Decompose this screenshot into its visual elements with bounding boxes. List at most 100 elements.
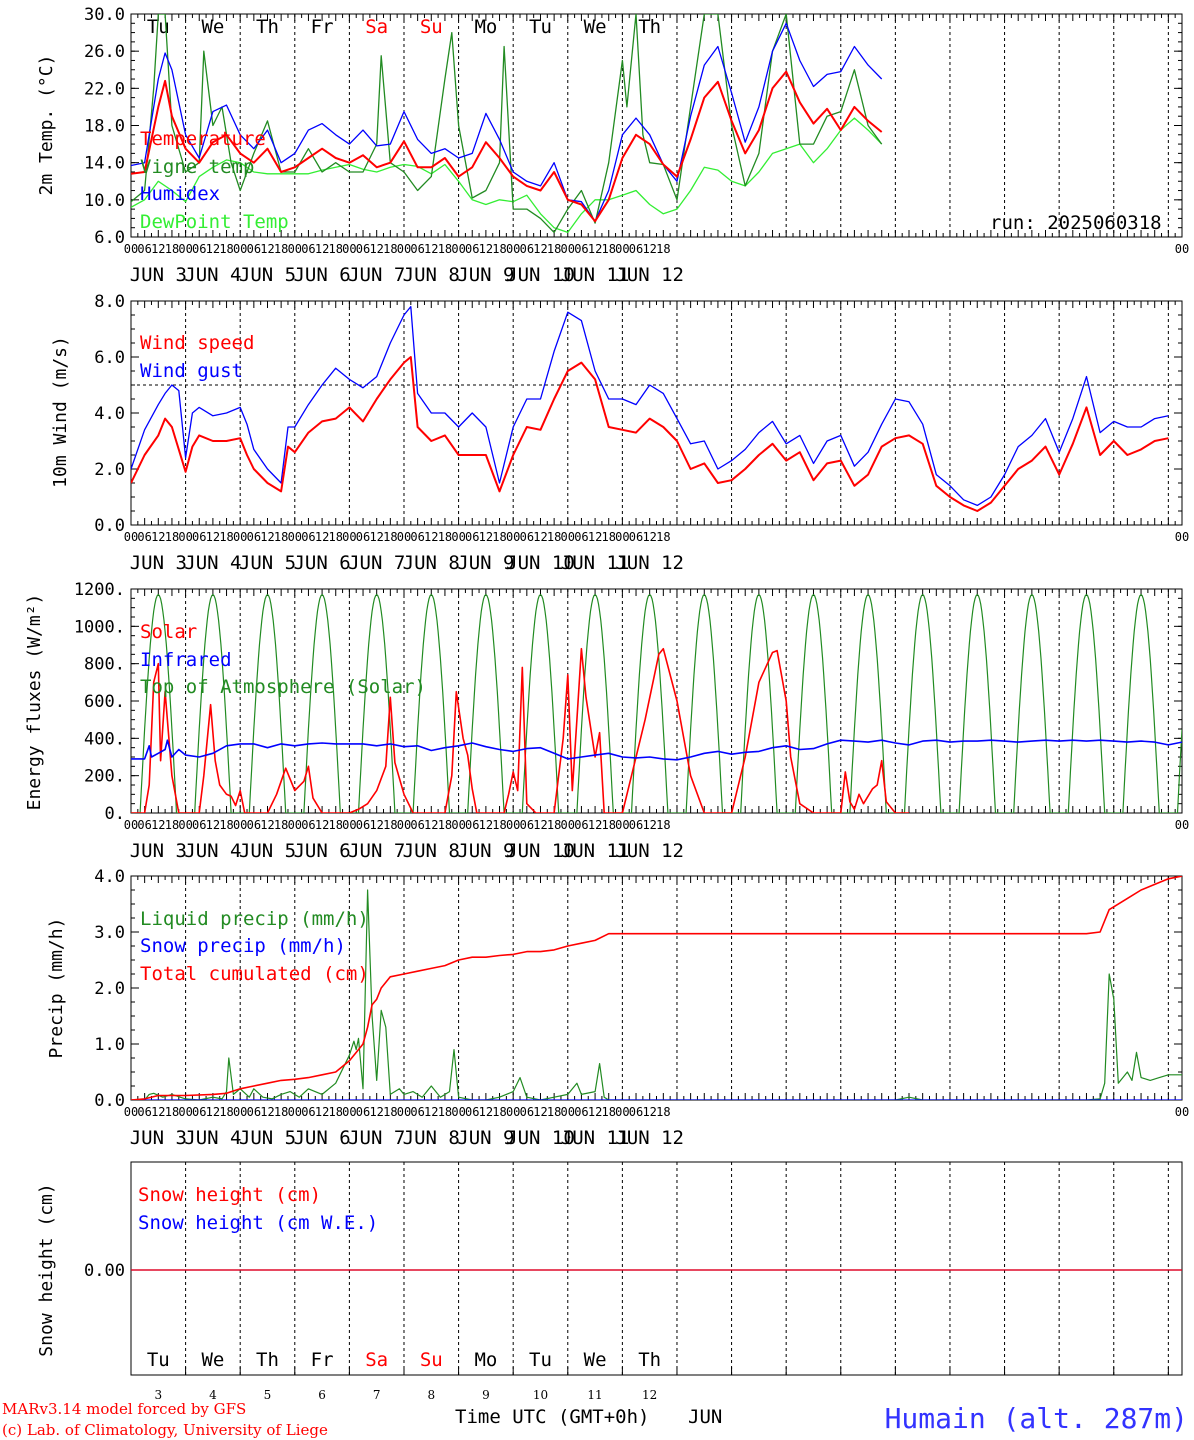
hour-label: 12 <box>369 530 383 544</box>
date-label: JUN 7 <box>348 552 405 574</box>
date-label: JUN 6 <box>293 1127 350 1149</box>
hour-label: 18 <box>602 1105 616 1119</box>
hour-label: 12 <box>260 530 274 544</box>
hour-label: 18 <box>165 530 179 544</box>
date-label: JUN 9 <box>457 552 514 574</box>
hour-label: 18 <box>547 1105 561 1119</box>
hour-label: 06 <box>356 242 370 256</box>
hour-label: 18 <box>329 530 343 544</box>
hour-label: 00 <box>397 818 411 832</box>
hour-label: 06 <box>629 818 643 832</box>
wind-panel: 0.02.04.06.08.000 06 12 18 00 06 12 18 00 06 12 18 0… <box>94 292 1189 574</box>
y-tick-label: 4.0 <box>94 404 125 424</box>
date-label: JUN 7 <box>348 840 405 862</box>
y-tick-label: 2.0 <box>94 460 125 480</box>
hour-label: 00 <box>1175 242 1189 256</box>
hour-label: 06 <box>137 530 151 544</box>
hour-label: 00 <box>397 530 411 544</box>
legend-snow-height: Snow height (cm) <box>138 1184 321 1206</box>
date-label: JUN 8 <box>403 1127 460 1149</box>
hour-label: 00 <box>178 1105 192 1119</box>
hour-label: 06 <box>137 818 151 832</box>
hour-label: 06 <box>192 530 206 544</box>
series-liquid-precip <box>131 889 1182 1100</box>
hour-label: 00 <box>124 530 138 544</box>
legend-snow-height-we: Snow height (cm W.E.) <box>138 1212 378 1234</box>
hour-label: 06 <box>574 1105 588 1119</box>
hour-label: 00 <box>233 530 247 544</box>
date-label: JUN 4 <box>184 552 241 574</box>
hour-label: 00 <box>288 530 302 544</box>
date-label: JUN 5 <box>239 840 296 862</box>
hour-label: 06 <box>247 530 261 544</box>
date-label: JUN 9 <box>457 840 514 862</box>
hour-label: 06 <box>247 242 261 256</box>
day-name-label: Th <box>256 1349 279 1371</box>
hour-label: 18 <box>329 818 343 832</box>
series-wind-gust <box>131 305 1169 507</box>
date-label: JUN 12 <box>615 552 684 574</box>
hour-label: 06 <box>465 818 479 832</box>
hour-label: 18 <box>274 1105 288 1119</box>
legend-liquid-precip: Liquid precip (mm/h) <box>140 908 369 930</box>
hour-label: 18 <box>329 242 343 256</box>
hour-label: 12 <box>206 242 220 256</box>
date-label: JUN 11 <box>561 264 630 286</box>
y-tick-label: 600. <box>84 692 125 712</box>
y-tick-label: 1.0 <box>94 1035 125 1055</box>
hour-label: 18 <box>602 818 616 832</box>
hour-label: 12 <box>151 242 165 256</box>
hour-label: 12 <box>315 530 329 544</box>
hour-label: 00 <box>506 530 520 544</box>
date-label: JUN 12 <box>615 840 684 862</box>
day-name-label: Th <box>256 16 279 38</box>
series-wind-speed <box>131 356 1169 512</box>
legend-solar: Solar <box>140 621 197 643</box>
ylabel-precip: Precip (mm/h) <box>46 918 67 1059</box>
date-label: JUN 6 <box>293 840 350 862</box>
hour-label: 00 <box>615 530 629 544</box>
hour-label: 06 <box>247 818 261 832</box>
hour-label: 06 <box>629 1105 643 1119</box>
day-number-label: 10 <box>533 1388 548 1402</box>
date-label: JUN 4 <box>184 840 241 862</box>
y-tick-label: 1200. <box>74 580 125 600</box>
y-tick-label: 14.0 <box>84 154 125 174</box>
y-tick-label: 18.0 <box>84 117 125 137</box>
hour-label: 12 <box>369 1105 383 1119</box>
hour-label: 06 <box>301 242 315 256</box>
legend-vigne-temp: Vigne temp <box>140 156 254 178</box>
hour-label: 00 <box>342 530 356 544</box>
date-label: JUN 11 <box>561 1127 630 1149</box>
hour-label: 00 <box>561 530 575 544</box>
y-tick-label: 10.0 <box>84 191 125 211</box>
hour-label: 00 <box>561 1105 575 1119</box>
hour-label: 12 <box>479 818 493 832</box>
day-name-label: We <box>584 1349 607 1371</box>
hour-label: 18 <box>165 1105 179 1119</box>
date-label: JUN 4 <box>184 264 241 286</box>
hour-label: 06 <box>574 530 588 544</box>
hour-label: 00 <box>1175 1105 1189 1119</box>
credit-line-1: MARv3.14 model forced by GFS <box>2 1400 246 1418</box>
hour-label: 18 <box>492 242 506 256</box>
hour-label: 18 <box>492 818 506 832</box>
hour-label: 18 <box>547 818 561 832</box>
ylabel-wind: 10m Wind (m/s) <box>50 336 71 488</box>
ylabel-temp: 2m Temp. (°C) <box>36 55 57 196</box>
day-name-label: Fr <box>311 16 334 38</box>
y-tick-label: 4.0 <box>94 867 125 887</box>
hour-label: 06 <box>192 1105 206 1119</box>
hour-label: 00 <box>1175 530 1189 544</box>
hour-label: 00 <box>561 242 575 256</box>
hour-label: 18 <box>438 818 452 832</box>
hour-label: 06 <box>520 818 534 832</box>
day-name-label: Tu <box>529 1349 552 1371</box>
hour-label: 12 <box>588 530 602 544</box>
date-label: JUN 12 <box>615 1127 684 1149</box>
hour-label: 00 <box>615 818 629 832</box>
hour-label: 18 <box>219 818 233 832</box>
hour-label: 06 <box>629 242 643 256</box>
panel-frame <box>130 588 1183 814</box>
